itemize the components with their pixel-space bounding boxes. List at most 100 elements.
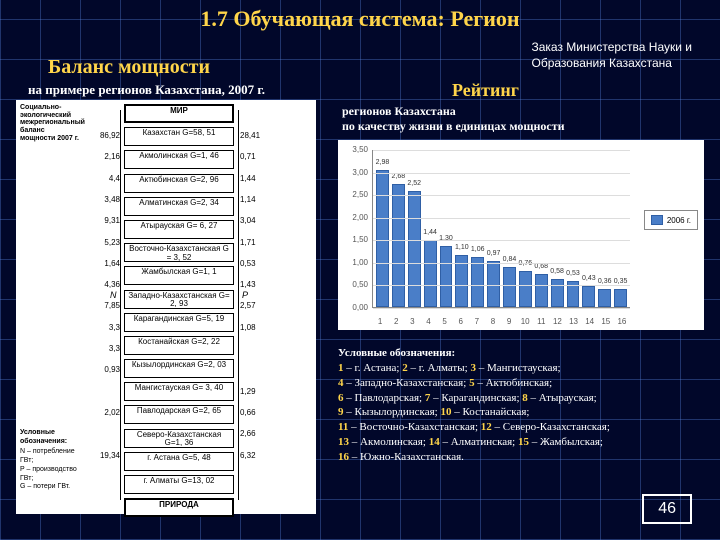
key-num: 2 <box>402 362 408 374</box>
rating-bar-chart: 2,982,682,521,441,301,101,060,970,840,76… <box>338 140 704 330</box>
ladder-p-value: 2,57 <box>240 301 274 310</box>
key-num: 13 <box>338 436 349 448</box>
ladder-p-value: 1,43 <box>240 280 274 289</box>
chart-gridline <box>373 173 630 174</box>
ladder-p-value: 1,08 <box>240 323 274 332</box>
flow-caption: Социально- экологический межрегиональный… <box>20 104 80 142</box>
ladder-column: МИР Казахстан G=58, 51 Акмолинская G=1, 46… <box>124 104 234 517</box>
ladder-n-value: 86,92 <box>86 131 120 140</box>
order-note: Заказ Министерства Науки и Образования К… <box>532 40 693 71</box>
chart-gridline <box>373 285 630 286</box>
flow-legend-l3: G – потери ГВт. <box>20 483 70 490</box>
ladder-n-value: 1,64 <box>86 259 120 268</box>
chart-bar-value: 0,68 <box>534 263 548 270</box>
chart-bar: 1,06 <box>471 257 484 307</box>
ladder-box: Акмолинская G=1, 46 <box>124 150 234 169</box>
chart-y-tick: 2,50 <box>338 190 368 199</box>
ladder-p-value: 0,66 <box>240 408 274 417</box>
chart-bar-value: 1,06 <box>471 246 485 253</box>
ladder-p-value: 0,53 <box>240 259 274 268</box>
ladder-box: Северо-Казахстанская G=1, 36 <box>124 429 234 448</box>
flow-legend-l2: P – производство ГВт; <box>20 466 77 482</box>
chart-bar-value: 0,97 <box>487 250 501 257</box>
legend-swatch <box>651 215 663 225</box>
ladder-n-value: 9,31 <box>86 216 120 225</box>
chart-bar: 1,30 <box>440 246 453 307</box>
balance-flow-diagram: Социально- экологический межрегиональный… <box>16 100 316 514</box>
chart-bar-value: 0,35 <box>614 278 628 285</box>
chart-x-tick: 16 <box>617 317 626 326</box>
ladder-top-env: МИР <box>124 104 234 123</box>
legend-label: 2006 г. <box>667 216 691 225</box>
chart-x-tick: 7 <box>475 317 479 326</box>
chart-bar-value: 2,98 <box>376 159 390 166</box>
chart-legend: 2006 г. <box>644 210 698 230</box>
ladder-box: Костанайская G=2, 22 <box>124 336 234 355</box>
chart-y-tick: 1,00 <box>338 258 368 267</box>
chart-bar-value: 0,36 <box>598 278 612 285</box>
ladder-box: г. Алматы G=13, 02 <box>124 475 234 494</box>
ladder-n-value: 2,02 <box>86 408 120 417</box>
chart-bar: 2,68 <box>392 184 405 307</box>
ladder-box: Карагандинская G=5, 19 <box>124 313 234 332</box>
chart-bar: 0,58 <box>551 279 564 307</box>
ladder-box: Жамбылская G=1, 1 <box>124 266 234 285</box>
chart-bar-value: 1,10 <box>455 244 469 251</box>
ladder-n-value: 0,93 <box>86 365 120 374</box>
chart-gridline <box>373 308 630 309</box>
left-title: Баланс мощности <box>48 56 210 79</box>
ladder-box: Западно-Казахстанская G= 2, 93 <box>124 290 234 309</box>
chart-bar-value: 0,58 <box>550 268 564 275</box>
ladder-box: Павлодарская G=2, 65 <box>124 405 234 424</box>
chart-y-tick: 1,50 <box>338 235 368 244</box>
chart-bar: 0,43 <box>582 286 595 307</box>
flow-legend: Условные обозначения: N – потребление ГВ… <box>20 429 80 492</box>
chart-gridline <box>373 195 630 196</box>
ladder-n-value: 3,3 <box>86 323 120 332</box>
chart-bar: 0,36 <box>598 289 611 307</box>
key-num: 16 <box>338 451 349 463</box>
n-axis-label: N <box>110 290 117 300</box>
ladder-box: Атырауская G= 6, 27 <box>124 220 234 239</box>
chart-y-tick: 2,00 <box>338 213 368 222</box>
chart-bar-value: 0,43 <box>582 275 596 282</box>
ladder-p-value: 3,04 <box>240 216 274 225</box>
flow-legend-title: Условные обозначения: <box>20 429 80 447</box>
chart-bar: 0,97 <box>487 261 500 307</box>
chart-x-tick: 8 <box>491 317 495 326</box>
key-num: 12 <box>481 421 492 433</box>
key-num: 14 <box>429 436 440 448</box>
chart-x-tick: 1 <box>378 317 382 326</box>
ladder-box: Кызылординская G=2, 03 <box>124 359 234 378</box>
order-line2: Образования Казахстана <box>532 56 672 70</box>
chart-bar: 0,84 <box>503 267 516 307</box>
chart-x-tick: 9 <box>507 317 511 326</box>
key-num: 4 <box>338 377 344 389</box>
chart-gridline <box>373 240 630 241</box>
key-num: 10 <box>441 406 452 418</box>
ladder-box: Алматинская G=2, 34 <box>124 197 234 216</box>
ladder-box: Казахстан G=58, 51 <box>124 127 234 146</box>
order-line1: Заказ Министерства Науки и <box>532 40 693 54</box>
ladder-box: Актюбинская G=2, 96 <box>124 174 234 193</box>
right-title: Рейтинг <box>452 80 519 101</box>
key-num: 7 <box>425 392 431 404</box>
chart-gridline <box>373 150 630 151</box>
ladder-p-value: 6,32 <box>240 451 274 460</box>
key-num: 9 <box>338 406 344 418</box>
chart-y-tick: 3,00 <box>338 168 368 177</box>
ladder-box: Восточно-Казахстанская G = 3, 52 <box>124 243 234 262</box>
ladder-p-value: 28,41 <box>240 131 274 140</box>
chart-x-tick: 11 <box>537 317 545 326</box>
ladder-n-value: 7,85 <box>86 301 120 310</box>
chart-x-tick: 12 <box>553 317 562 326</box>
right-subtitle: регионов Казахстанапо качеству жизни в е… <box>342 104 565 134</box>
chart-bar-value: 2,68 <box>392 173 406 180</box>
chart-x-tick: 3 <box>410 317 414 326</box>
ladder-n-value: 5,23 <box>86 238 120 247</box>
chart-bar: 2,98 <box>376 170 389 307</box>
chart-x-tick: 4 <box>426 317 430 326</box>
ladder-box: Мангистауская G= 3, 40 <box>124 382 234 401</box>
ladder-p-value: 0,71 <box>240 152 274 161</box>
ladder-n-value: 19,34 <box>86 451 120 460</box>
